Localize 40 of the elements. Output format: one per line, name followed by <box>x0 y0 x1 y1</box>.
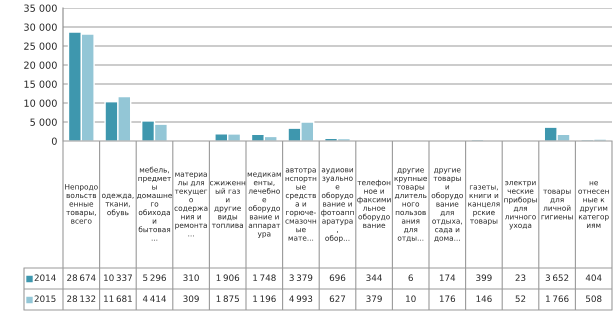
y-tick-label: 20 000 <box>24 61 57 69</box>
data-label: 146 <box>476 295 492 302</box>
data-label: 309 <box>183 295 199 302</box>
data-label: 3 652 <box>546 274 568 282</box>
y-tick-label: 5 000 <box>30 118 57 126</box>
data-label: 174 <box>440 274 456 281</box>
data-label: 344 <box>366 274 382 282</box>
data-label: 10 337 <box>104 274 132 282</box>
y-tick-label: 35 000 <box>24 4 57 12</box>
data-label: 508 <box>586 295 602 302</box>
data-label: 399 <box>476 274 492 282</box>
data-label: 5 296 <box>143 274 166 282</box>
data-label: 11 681 <box>104 295 132 302</box>
y-tick-label: 25 000 <box>24 42 57 50</box>
legend-label: 2015 <box>34 295 56 302</box>
data-label: 1 766 <box>546 295 569 302</box>
data-label: 4 993 <box>289 295 312 302</box>
data-label: 52 <box>516 295 526 302</box>
data-label: 1 906 <box>216 274 240 282</box>
y-tick-label: 15 000 <box>24 80 57 88</box>
data-label: 28 674 <box>67 274 96 282</box>
data-label: 404 <box>586 274 602 282</box>
y-tick-label: 30 000 <box>24 23 57 31</box>
data-label: 627 <box>330 295 346 302</box>
data-label: 1 875 <box>216 295 239 302</box>
data-label: 379 <box>366 295 382 302</box>
data-label: 28 132 <box>67 295 96 302</box>
data-label: 310 <box>183 274 199 282</box>
data-label: 1 196 <box>253 295 276 302</box>
data-label: 1 748 <box>253 274 276 282</box>
data-label: 6 <box>408 274 413 282</box>
y-tick-label: 10 000 <box>24 99 57 107</box>
data-label: 3 379 <box>290 274 312 282</box>
y-tick-label: 0 <box>52 137 57 145</box>
data-label: 10 <box>406 295 416 302</box>
data-label: 4 414 <box>142 296 166 302</box>
data-label: 176 <box>440 295 456 302</box>
data-label: 23 <box>516 274 526 282</box>
legend-label: 2014 <box>34 274 56 282</box>
data-label: 696 <box>330 274 346 282</box>
